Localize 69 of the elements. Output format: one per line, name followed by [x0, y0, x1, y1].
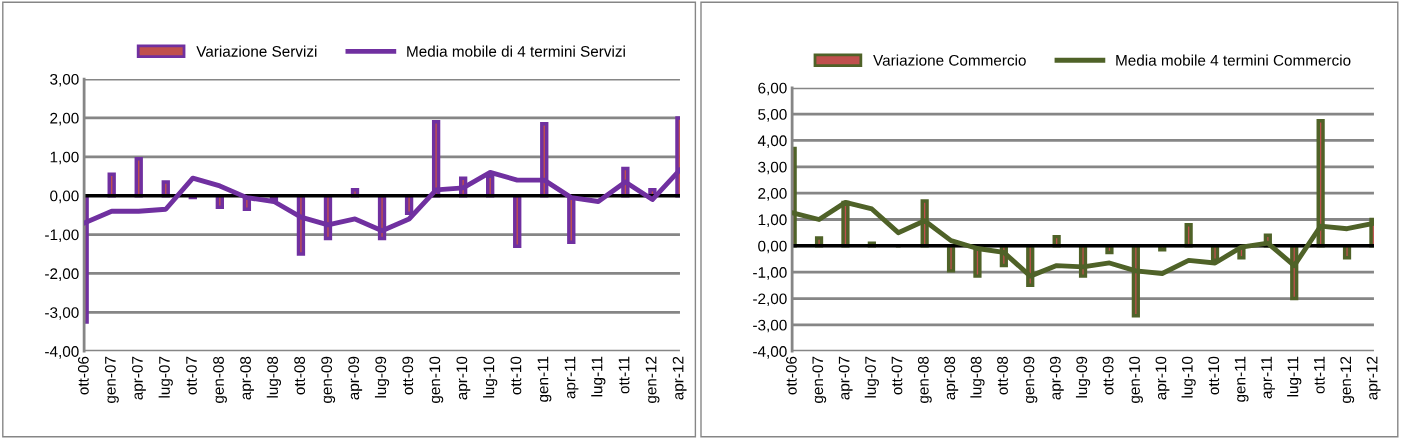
x-tick-label: apr-12 — [1366, 356, 1381, 400]
x-tick-label: lug-11 — [1287, 356, 1302, 397]
y-tick-label: 1,00 — [758, 214, 787, 227]
y-tick-label: 0,00 — [50, 190, 79, 204]
legend-label: Media mobile 4 termini Commercio — [1116, 54, 1351, 66]
x-tick-label: lug-10 — [483, 356, 498, 398]
x-tick-label: ott-10 — [1208, 356, 1220, 395]
x-tick-label: ott-11 — [618, 356, 630, 394]
x-tick-label: ott-08 — [294, 356, 306, 395]
x-tick-label: ott-06 — [77, 356, 89, 395]
y-tick-label: 5,00 — [758, 109, 787, 122]
legend-label: Variazione Commercio — [873, 54, 1026, 66]
x-tick-label: ott-08 — [997, 356, 1008, 395]
y-tick-label: -3,00 — [753, 319, 787, 333]
y-tick-label: -2,00 — [753, 293, 787, 307]
x-tick-label: gen-11 — [537, 356, 552, 402]
x-tick-label: gen-09 — [321, 356, 336, 403]
y-tick-label: 3,00 — [758, 161, 787, 175]
legend-label: Media mobile di 4 termini Servizi — [407, 45, 625, 57]
y-tick-label: -4,00 — [753, 346, 787, 359]
y-tick-label: 4,00 — [757, 135, 787, 148]
x-tick-label: apr-09 — [1049, 356, 1064, 400]
x-tick-label: apr-07 — [132, 356, 146, 400]
x-tick-label: gen-11 — [1234, 356, 1249, 402]
x-tick-label: apr-11 — [1261, 356, 1275, 399]
x-tick-label: apr-07 — [838, 356, 853, 400]
x-tick-label: ott-10 — [510, 356, 522, 395]
x-tick-label: apr-10 — [456, 356, 471, 400]
x-tick-label: ott-09 — [402, 356, 414, 395]
x-tick-label: gen-09 — [1023, 356, 1038, 403]
x-tick-label: gen-07 — [104, 356, 119, 403]
y-tick-label: 2,00 — [50, 112, 79, 126]
x-tick-label: gen-12 — [1340, 356, 1355, 403]
x-tick-label: apr-09 — [348, 356, 363, 400]
x-tick-label: lug-07 — [158, 356, 173, 398]
x-tick-label: gen-08 — [917, 356, 932, 403]
x-tick-label: lug-09 — [374, 356, 390, 398]
x-tick-label: ott-06 — [785, 356, 797, 395]
y-tick-label: 3,00 — [50, 73, 79, 87]
y-tick-label: -1,00 — [753, 267, 787, 280]
x-tick-label: apr-12 — [672, 356, 687, 400]
x-tick-label: apr-11 — [564, 356, 579, 399]
x-tick-label: lug-07 — [864, 356, 879, 398]
y-tick-label: -1,00 — [45, 229, 79, 243]
x-tick-label: lug-08 — [266, 356, 282, 398]
x-tick-label: gen-10 — [429, 356, 444, 403]
x-tick-label: gen-07 — [812, 356, 827, 403]
y-tick-label: -2,00 — [45, 268, 79, 281]
x-tick-label: lug-08 — [970, 356, 985, 398]
x-tick-label: gen-08 — [213, 356, 227, 403]
x-tick-label: lug-11 — [591, 356, 606, 397]
x-tick-label: ott-11 — [1314, 356, 1325, 394]
x-tick-label: gen-12 — [645, 356, 660, 403]
y-tick-label: 6,00 — [758, 82, 787, 96]
x-tick-label: ott-07 — [891, 356, 903, 395]
x-tick-label: apr-08 — [240, 356, 254, 400]
x-tick-label: ott-07 — [186, 356, 197, 395]
y-tick-label: -4,00 — [45, 346, 79, 359]
y-tick-label: 1,00 — [50, 151, 79, 165]
y-tick-label: 0,00 — [758, 240, 787, 254]
legend-label: Variazione Servizi — [196, 45, 317, 57]
x-tick-label: apr-10 — [1155, 356, 1170, 400]
x-tick-label: apr-08 — [944, 356, 959, 400]
x-tick-label: lug-09 — [1075, 356, 1091, 398]
x-tick-label: gen-10 — [1129, 356, 1143, 403]
x-tick-label: lug-10 — [1181, 356, 1196, 398]
x-tick-label: ott-09 — [1102, 356, 1114, 395]
y-tick-label: -3,00 — [45, 307, 79, 320]
y-tick-label: 2,00 — [758, 188, 787, 201]
